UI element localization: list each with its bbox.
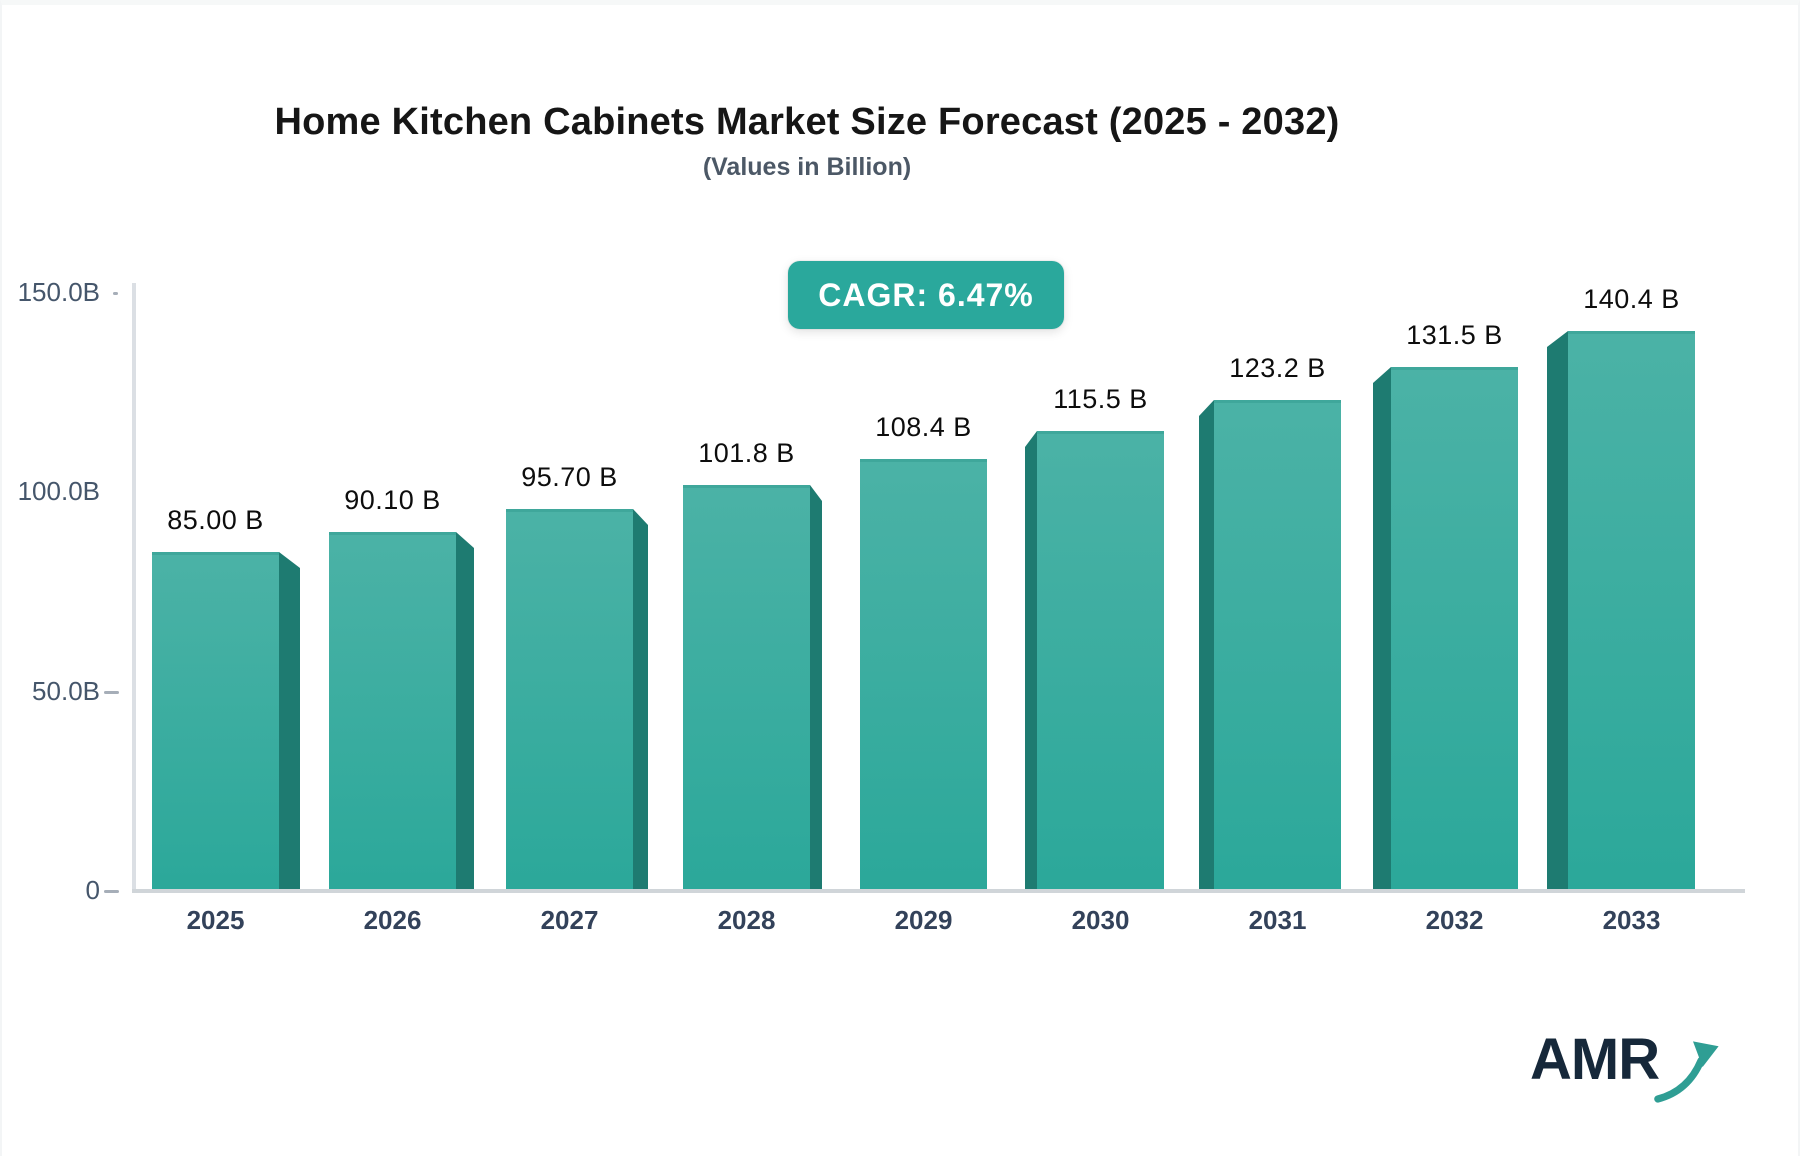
chart-subtitle: (Values in Billion) (702, 153, 912, 181)
bar-2026[interactable] (329, 532, 456, 891)
bar-value-label: 101.8 B (698, 438, 795, 468)
bar-2027[interactable] (506, 509, 633, 891)
bar-value-label: 140.4 B (1583, 284, 1680, 314)
bar-side-3d (810, 485, 822, 891)
bar-2028[interactable] (683, 485, 810, 891)
bar-side-3d (633, 509, 648, 891)
x-axis-label: 2032 (1425, 905, 1484, 935)
bar-side-3d (1373, 367, 1391, 891)
y-axis-tick (113, 292, 118, 295)
bar-side-3d (1199, 400, 1214, 891)
amr-logo: AMR (1530, 1031, 1725, 1112)
bar-side-3d (279, 552, 300, 891)
chart-title: Home Kitchen Cabinets Market Size Foreca… (274, 101, 1340, 143)
x-axis-label: 2031 (1248, 905, 1307, 935)
y-axis-tick (104, 690, 119, 694)
bar-value-label: 95.70 B (521, 462, 618, 492)
y-axis-line (132, 283, 136, 893)
bar-value-label: 90.10 B (344, 485, 441, 515)
y-axis-label: 100.0B (17, 476, 100, 507)
bar-2030[interactable] (1037, 431, 1164, 891)
bar-2029[interactable] (860, 459, 987, 891)
x-axis-label: 2028 (717, 905, 776, 935)
x-axis-line (132, 889, 1745, 893)
x-axis-label: 2033 (1602, 905, 1661, 935)
bar-2033[interactable] (1568, 331, 1695, 891)
y-axis-tick (104, 890, 119, 893)
amr-logo-text: AMR (1530, 1027, 1660, 1092)
x-axis-label: 2025 (186, 905, 245, 935)
bar-value-label: 85.00 B (167, 505, 264, 535)
bar-2025[interactable] (152, 552, 279, 891)
growth-arrow-icon (1653, 1035, 1725, 1112)
x-axis-label: 2029 (894, 905, 953, 935)
bar-side-3d (456, 532, 474, 891)
bar-value-label: 131.5 B (1406, 320, 1503, 350)
bar-side-3d (1547, 331, 1568, 891)
bar-value-label: 108.4 B (875, 412, 972, 442)
x-axis-label: 2027 (540, 905, 599, 935)
cagr-badge: CAGR: 6.47% (788, 261, 1064, 329)
bar-value-label: 115.5 B (1053, 384, 1148, 414)
y-axis-label: 150.0B (17, 277, 100, 307)
y-axis-label: 50.0B (32, 675, 100, 706)
bar-2031[interactable] (1214, 400, 1341, 891)
x-axis-label: 2030 (1071, 905, 1130, 935)
y-axis-label: 0 (85, 875, 100, 905)
x-axis-label: 2026 (363, 905, 422, 935)
bar-2032[interactable] (1391, 367, 1518, 891)
bar-side-3d (1025, 431, 1037, 891)
bar-value-label: 123.2 B (1229, 353, 1326, 383)
